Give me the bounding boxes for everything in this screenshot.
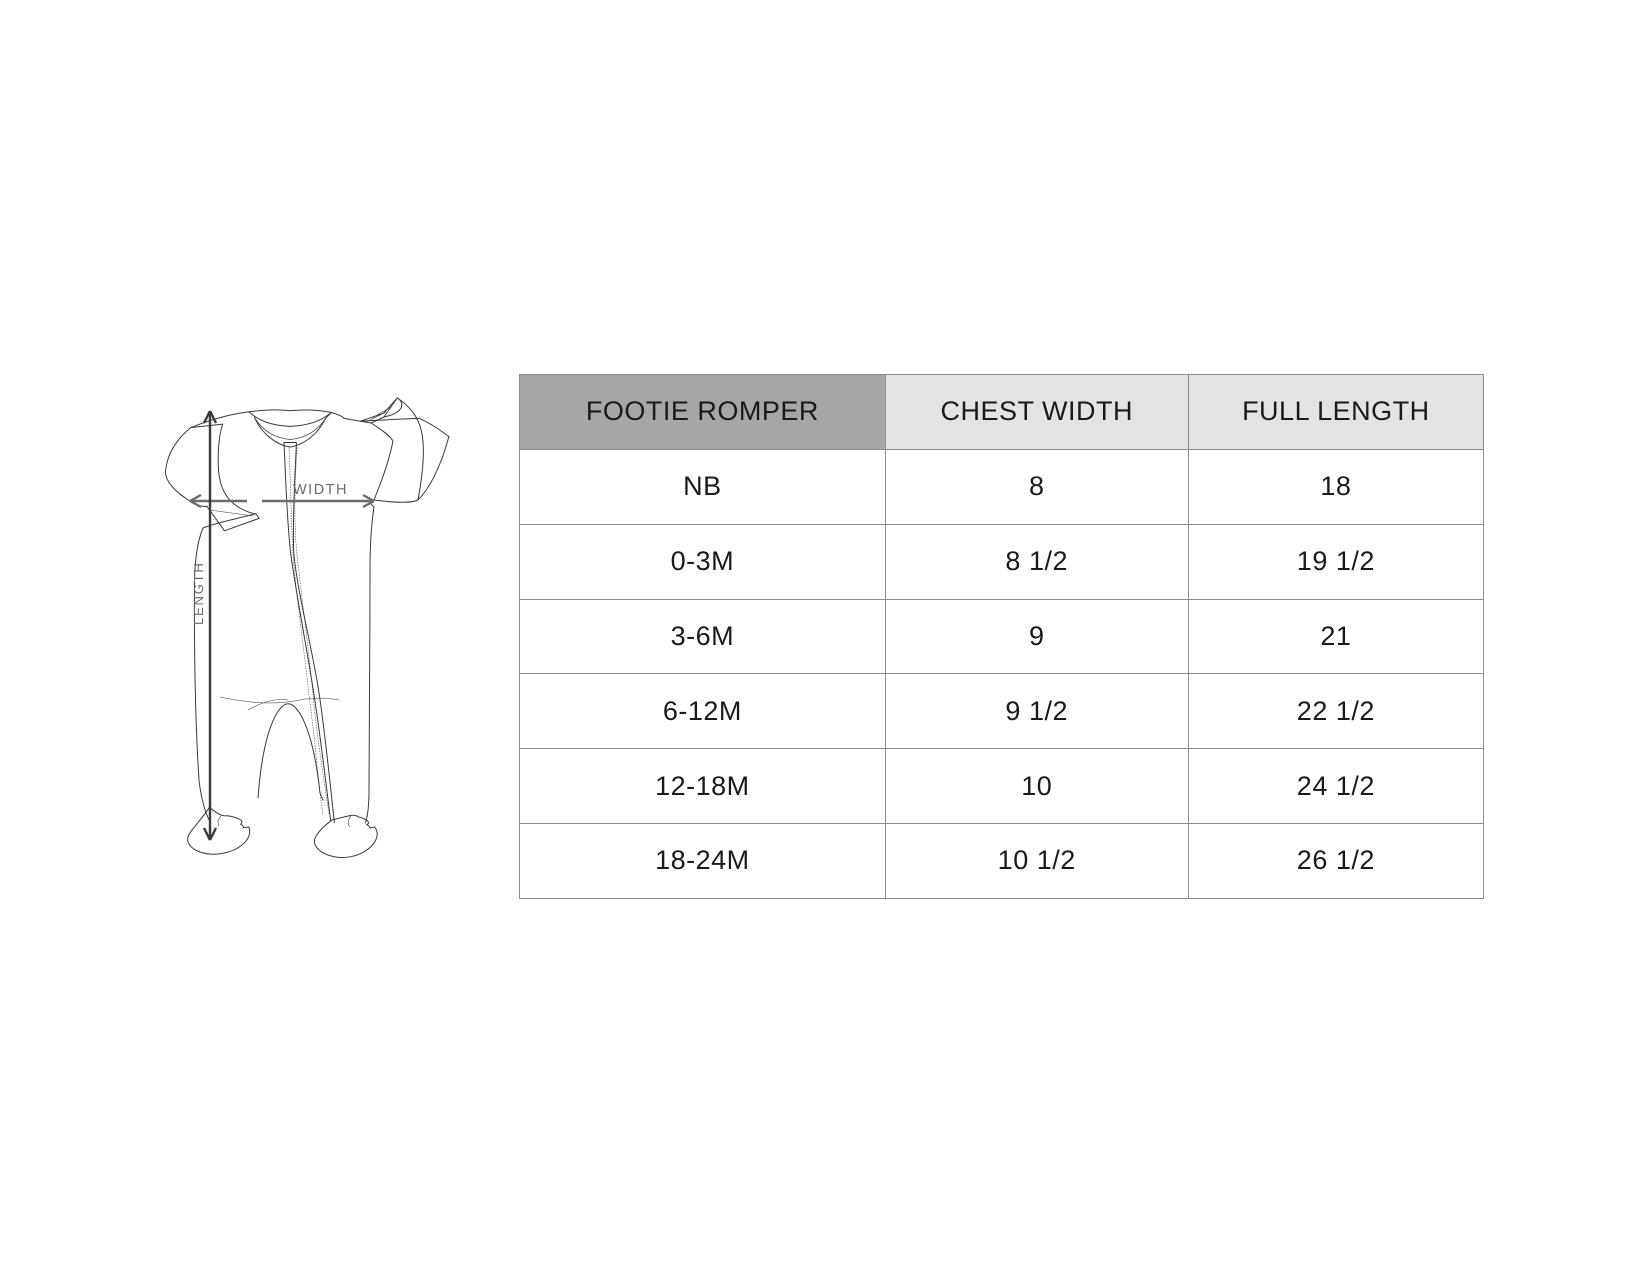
svg-text:WIDTH: WIDTH: [293, 482, 348, 498]
svg-text:LENGTH: LENGTH: [191, 561, 206, 625]
